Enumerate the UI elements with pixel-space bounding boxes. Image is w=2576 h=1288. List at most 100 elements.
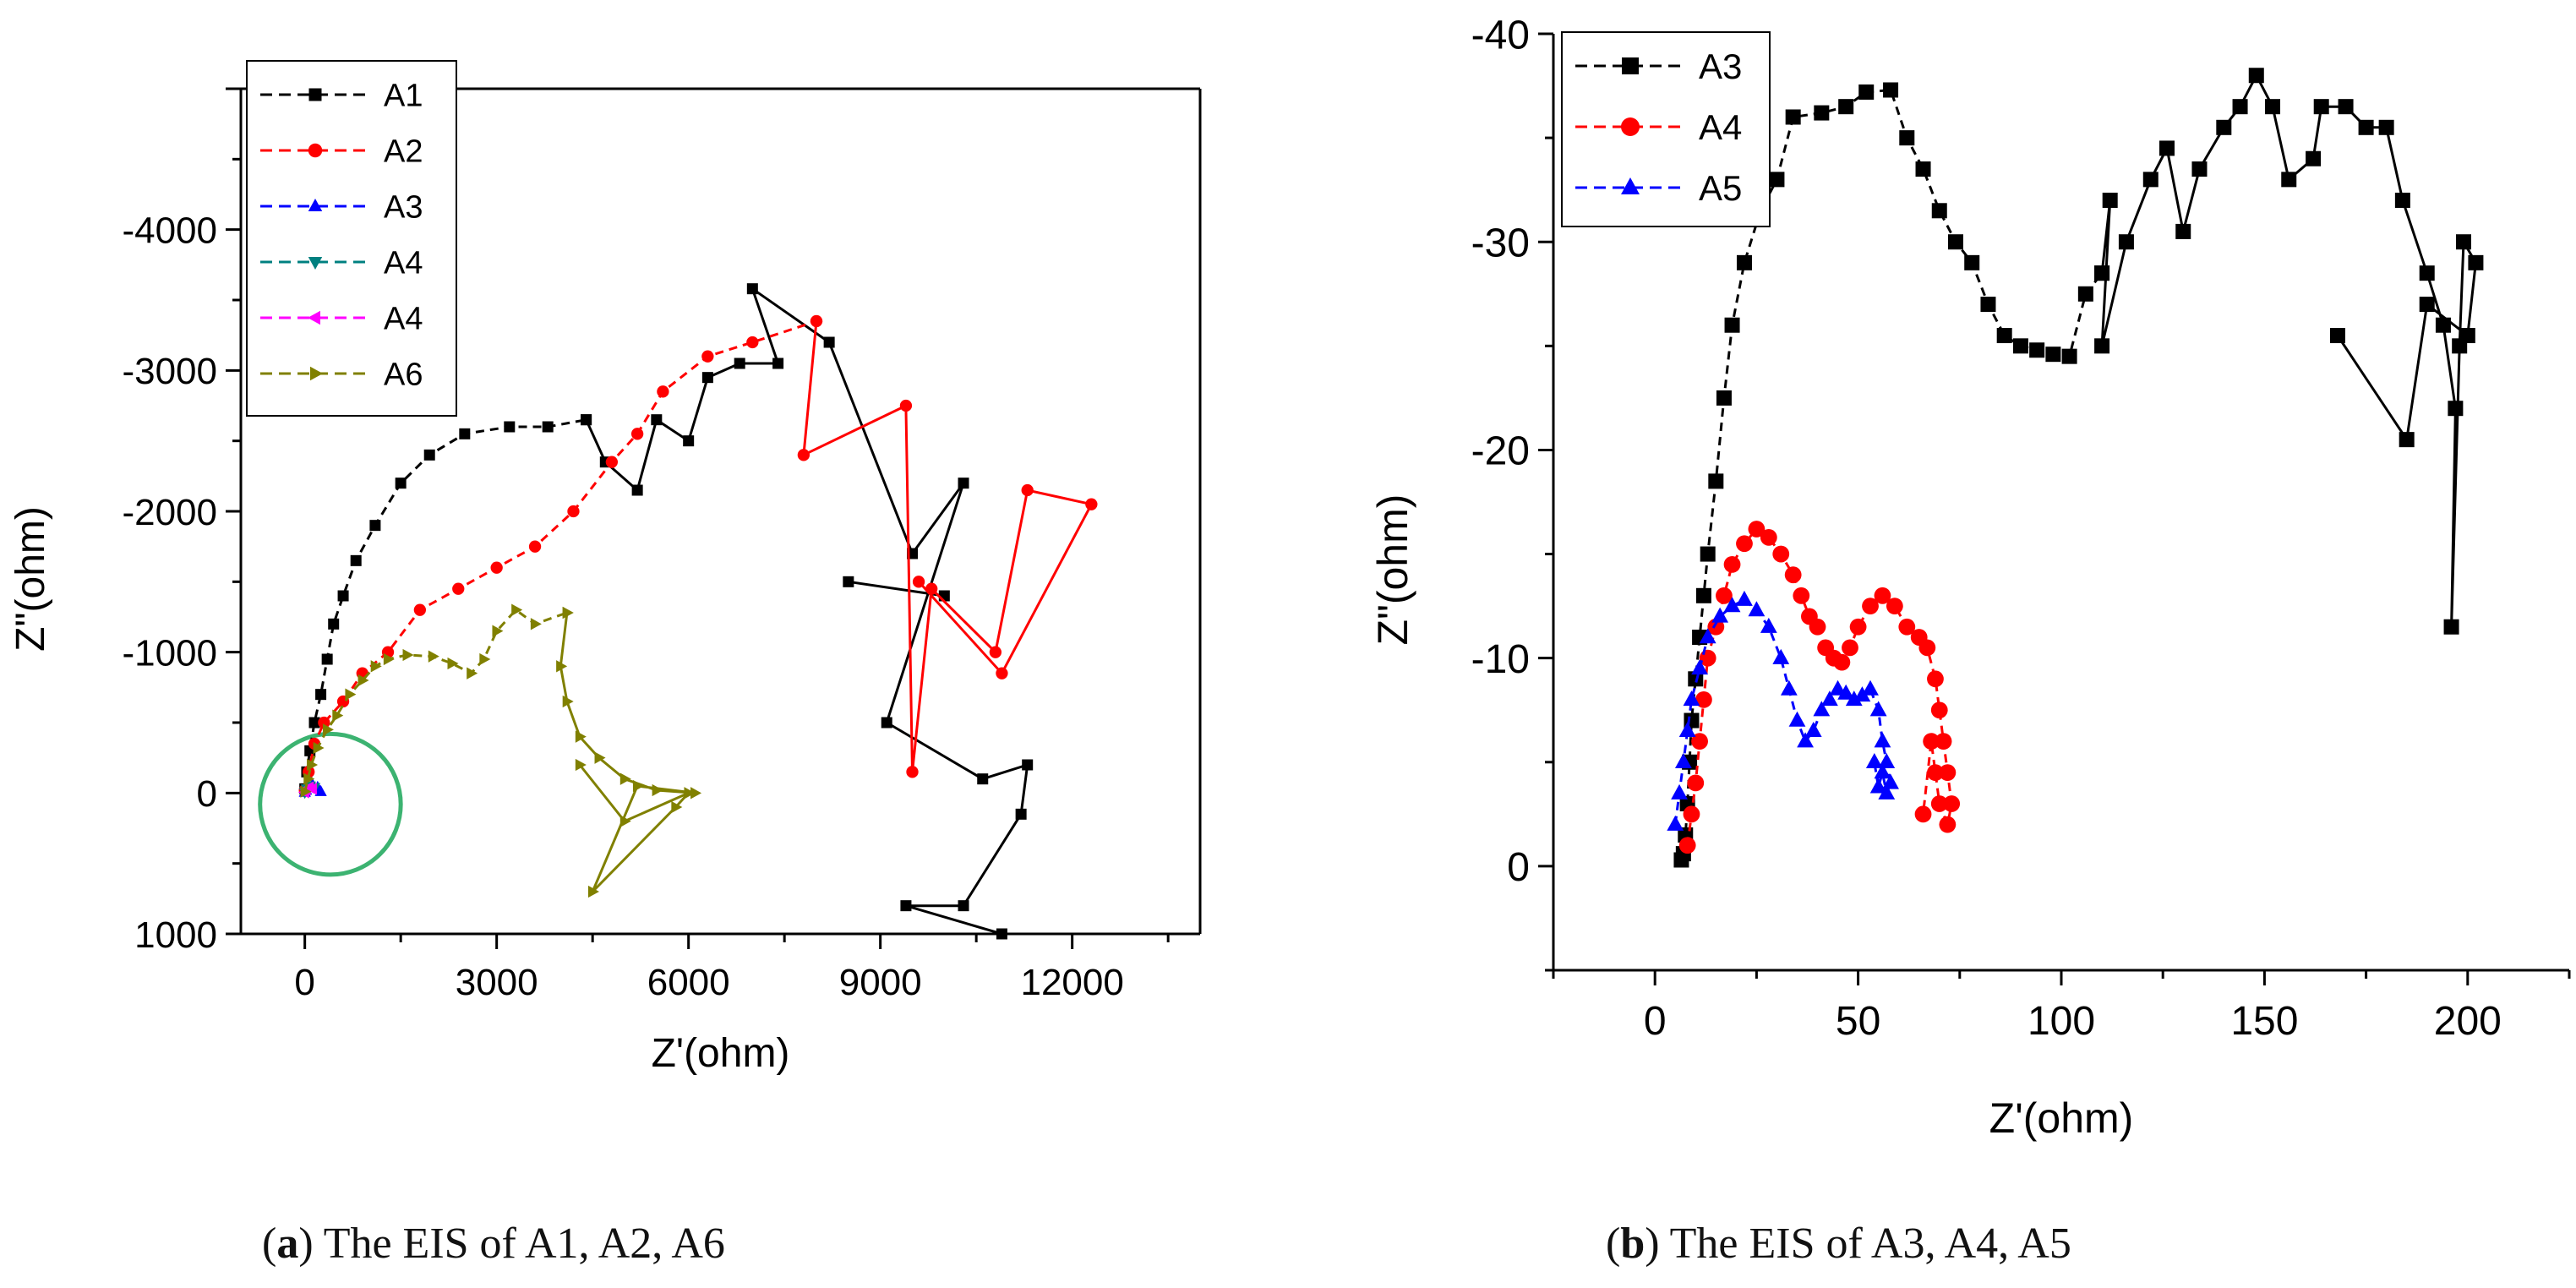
data-point — [315, 689, 327, 701]
data-point — [1939, 816, 1957, 833]
data-point — [328, 618, 340, 630]
data-point — [938, 590, 950, 602]
data-point — [810, 314, 823, 328]
data-point — [1869, 778, 1887, 794]
data-point — [530, 618, 542, 630]
data-point — [684, 787, 696, 800]
data-point — [447, 657, 459, 670]
data-point — [2094, 265, 2110, 281]
legend-label: A3 — [1699, 46, 1742, 86]
series-a4-2 — [1678, 521, 1961, 854]
data-point — [1930, 701, 1948, 719]
data-point — [1793, 587, 1810, 604]
data-point — [1874, 732, 1891, 748]
y-tick-label: 0 — [197, 773, 217, 815]
data-point — [1849, 618, 1867, 636]
series-line — [802, 320, 1094, 772]
data-point — [958, 478, 969, 489]
data-point — [2394, 192, 2410, 208]
data-point — [1927, 764, 1944, 781]
legend-label: A4 — [384, 246, 423, 281]
data-point — [1788, 711, 1806, 727]
data-point — [1947, 234, 1963, 250]
data-point — [1915, 161, 1931, 177]
data-point — [307, 758, 319, 772]
data-point — [345, 688, 357, 701]
data-point — [746, 336, 759, 349]
data-point — [1716, 390, 1732, 406]
data-point — [1707, 618, 1725, 636]
y-tick-label: -2000 — [122, 492, 217, 533]
data-point — [605, 456, 619, 468]
x-tick-label: 3000 — [456, 962, 538, 1003]
data-point — [925, 582, 938, 595]
data-point — [843, 576, 854, 587]
data-point — [2248, 68, 2264, 84]
data-point — [977, 773, 989, 785]
caption-b: (b) The EIS of A3, A4, A5 — [1606, 1220, 2071, 1268]
data-point — [1845, 690, 1863, 707]
data-point — [350, 554, 362, 566]
data-point — [2077, 286, 2093, 302]
data-point — [1837, 684, 1855, 700]
data-point — [2102, 192, 2118, 208]
data-point — [2012, 338, 2028, 354]
data-point — [413, 603, 427, 616]
y-tick-label: -3000 — [122, 351, 217, 392]
data-point — [2094, 338, 2110, 354]
data-point — [1769, 172, 1785, 188]
data-point — [467, 667, 478, 679]
data-point — [1736, 590, 1753, 606]
data-point — [2061, 348, 2077, 364]
data-point — [2459, 328, 2475, 344]
data-point — [652, 783, 663, 797]
data-point — [651, 414, 663, 426]
x-tick-label: 50 — [1836, 999, 1880, 1044]
data-point — [2399, 432, 2415, 448]
data-point — [2232, 99, 2248, 115]
data-point — [575, 730, 587, 743]
data-point — [2216, 119, 2232, 135]
data-point — [369, 520, 381, 532]
data-point — [2358, 119, 2374, 135]
data-point — [300, 785, 312, 798]
data-point — [321, 653, 333, 665]
data-point — [528, 540, 542, 553]
data-point — [1785, 109, 1801, 125]
data-point — [1683, 805, 1700, 823]
data-point — [1898, 618, 1916, 636]
data-point — [1695, 691, 1712, 708]
data-point — [631, 484, 643, 496]
data-point — [575, 758, 587, 772]
data-point — [2142, 172, 2158, 188]
data-point — [2455, 234, 2471, 250]
legend-label: A6 — [384, 357, 423, 393]
data-point — [383, 652, 395, 666]
legend: A3 A4 A5 — [1561, 31, 1771, 227]
data-point — [772, 357, 784, 369]
data-point — [567, 505, 580, 518]
data-point — [701, 372, 713, 384]
data-point — [1700, 546, 1716, 562]
data-point — [1980, 297, 1996, 313]
data-point — [322, 723, 334, 736]
data-point — [1708, 473, 1724, 489]
legend-label: A5 — [1699, 168, 1742, 208]
data-point — [1085, 498, 1098, 510]
data-point — [958, 900, 969, 912]
x-tick-label: 6000 — [647, 962, 730, 1003]
data-point — [632, 779, 644, 793]
data-point — [1964, 254, 1980, 270]
data-point — [996, 667, 1008, 679]
data-point — [511, 603, 523, 616]
data-point — [395, 478, 407, 489]
legend: A1 A2 A3 A4 A4 A6 — [246, 60, 457, 417]
data-point — [2029, 342, 2045, 358]
legend-marker — [1621, 117, 1640, 136]
series-line — [559, 612, 696, 893]
x-tick-label: 9000 — [839, 962, 922, 1003]
data-point — [630, 428, 644, 440]
legend-label: A4 — [384, 302, 423, 337]
data-point — [1918, 639, 1936, 657]
data-point — [701, 350, 714, 363]
